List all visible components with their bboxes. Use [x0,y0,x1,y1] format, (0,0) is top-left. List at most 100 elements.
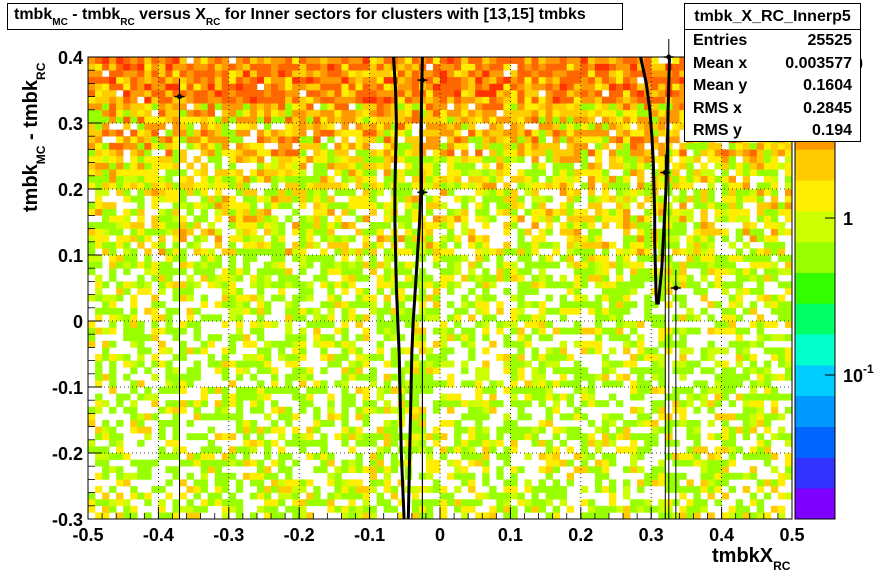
heatmap-cell [566,215,575,223]
heatmap-cell [538,479,546,487]
heatmap-cell [742,195,751,203]
heatmap-cell [397,123,406,130]
heatmap-cell [714,486,722,493]
heatmap-cell [566,241,575,249]
heatmap-cell [623,215,631,223]
heatmap-cell [693,281,701,289]
heatmap-cell [425,195,434,203]
heatmap-cell [468,459,476,467]
heatmap-cell [770,347,779,355]
heatmap-cell [475,373,483,381]
heatmap-cell [496,472,504,480]
heatmap-cell [221,433,230,441]
heatmap-cell [109,274,117,282]
heatmap-cell [306,294,314,302]
heatmap-cell [172,202,180,210]
heatmap-cell [207,175,216,183]
heatmap-cell [510,268,518,276]
heatmap-cell [707,354,715,361]
heatmap-cell [376,479,384,487]
heatmap-cell [362,202,370,210]
heatmap-cell [341,301,349,309]
heatmap-cell [714,393,722,401]
heatmap-cell [531,208,539,216]
heatmap-cell [756,261,765,269]
heatmap-cell [334,109,342,117]
heatmap-cell [482,57,490,64]
heatmap-cell [88,76,96,84]
heatmap-cell [193,268,201,276]
heatmap-cell [137,347,145,355]
heatmap-cell [285,327,293,335]
y-tick-label: 0.3 [58,114,83,134]
heatmap-cell [693,288,701,295]
heatmap-cell [137,149,145,157]
heatmap-cell [440,433,448,441]
heatmap-cell [531,327,539,335]
heatmap-cell [362,413,370,421]
heatmap-cell [552,109,560,117]
heatmap-cell [447,96,455,104]
heatmap-cell [151,294,159,302]
heatmap-cell [165,406,173,414]
heatmap-cell [637,334,645,342]
heatmap-cell [693,228,701,236]
heatmap-cell [172,195,180,203]
heatmap-cell [207,103,216,111]
heatmap-cell [756,156,765,163]
heatmap-cell [285,175,293,183]
heatmap-cell [165,109,173,117]
heatmap-cell [552,354,560,361]
heatmap-cell [341,367,349,375]
heatmap-cell [102,307,110,315]
heatmap-cell [355,76,363,84]
heatmap-cell [348,459,356,467]
heatmap-cell [320,453,328,460]
heatmap-cell [552,63,560,71]
heatmap-cell [235,175,244,183]
heatmap-cell [763,241,772,249]
heatmap-cell [566,142,575,150]
heatmap-cell [299,169,307,177]
heatmap-cell [425,294,434,302]
heatmap-cell [482,274,490,282]
heatmap-cell [369,63,377,71]
heatmap-cell [186,182,194,190]
heatmap-cell [496,129,504,137]
heatmap-cell [264,149,272,157]
heatmap-cell [214,70,223,78]
heatmap-cell [130,294,138,302]
heatmap-cell [637,321,645,328]
heatmap-cell [285,142,293,150]
heatmap-cell [306,57,314,64]
heatmap-cell [292,499,300,507]
heatmap-cell [637,354,645,361]
heatmap-cell [616,83,624,91]
heatmap-cell [637,136,645,144]
heatmap-cell [531,222,539,229]
heatmap-cell [88,334,96,342]
heatmap-cell [256,129,265,137]
heatmap-cell [623,222,631,229]
heatmap-cell [404,222,413,229]
heatmap-cell [95,195,103,203]
heatmap-cell [264,387,272,394]
heatmap-cell [630,354,638,361]
heatmap-cell [630,433,638,441]
heatmap-cell [524,70,532,78]
heatmap-cell [587,182,596,190]
heatmap-cell [658,400,666,408]
heatmap-cell [510,189,518,196]
heatmap-cell [594,274,603,282]
heatmap-cell [264,175,272,183]
heatmap-cell [763,373,772,381]
heatmap-cell [749,149,758,157]
heatmap-cell [468,83,476,91]
heatmap-cell [355,459,363,467]
heatmap-cell [383,248,392,256]
heatmap-cell [285,413,293,421]
heatmap-cell [510,96,518,104]
heatmap-cell [475,426,483,434]
heatmap-cell [616,274,624,282]
heatmap-cell [292,393,300,401]
